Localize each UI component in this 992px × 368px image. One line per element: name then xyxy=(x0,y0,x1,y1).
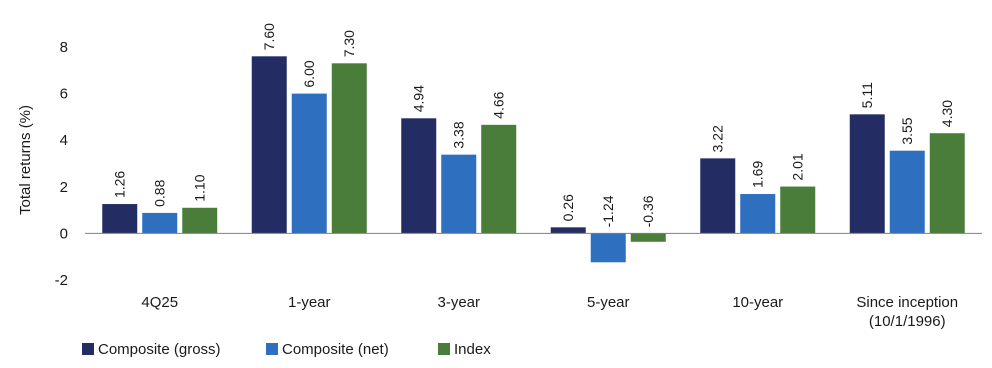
bar xyxy=(401,118,437,234)
bar xyxy=(251,56,287,234)
data-label: 3.55 xyxy=(899,117,915,144)
data-label: 1.26 xyxy=(112,171,128,198)
legend: Composite (gross) Composite (net) Index xyxy=(82,341,491,358)
category-label: Since inception xyxy=(856,294,958,311)
category-label: (10/1/1996) xyxy=(869,313,946,330)
bars xyxy=(102,56,965,263)
y-tick-label: 2 xyxy=(60,179,68,196)
data-label: 4.94 xyxy=(411,85,427,112)
category-label: 1-year xyxy=(288,294,331,311)
data-label: -0.36 xyxy=(640,195,656,227)
data-label: 0.88 xyxy=(152,179,168,206)
category-label: 3-year xyxy=(437,294,480,311)
data-label: 6.00 xyxy=(301,60,317,87)
bar xyxy=(740,194,776,234)
bar xyxy=(550,227,586,234)
bar xyxy=(889,150,925,234)
y-tick-label: -2 xyxy=(55,272,68,289)
bar xyxy=(780,186,816,234)
data-label: 3.38 xyxy=(451,121,467,148)
bar xyxy=(102,204,138,234)
y-tick-label: 0 xyxy=(60,225,68,242)
bar xyxy=(481,124,517,234)
data-label: 3.22 xyxy=(710,125,726,152)
data-label: 1.10 xyxy=(192,174,208,201)
bar xyxy=(849,114,885,234)
category-label: 10-year xyxy=(732,294,783,311)
category-label: 5-year xyxy=(587,294,630,311)
legend-swatch xyxy=(82,343,94,355)
data-label: 7.60 xyxy=(261,23,277,50)
bar xyxy=(590,233,626,263)
bar xyxy=(929,133,965,234)
category-label: 4Q25 xyxy=(141,294,178,311)
y-tick-label: 6 xyxy=(60,86,68,103)
bar xyxy=(630,233,666,242)
data-label: 4.30 xyxy=(939,100,955,127)
legend-swatch xyxy=(438,343,450,355)
bar xyxy=(142,212,178,234)
legend-swatch xyxy=(266,343,278,355)
data-label: 5.11 xyxy=(859,82,875,108)
data-label: 2.01 xyxy=(790,153,806,180)
y-tick-label: 8 xyxy=(60,39,68,56)
legend-label: Composite (net) xyxy=(282,341,389,358)
y-axis-ticks: -2 0 2 4 6 8 xyxy=(55,39,68,289)
data-labels: 1.26 0.88 1.10 7.60 6.00 7.30 4.94 3.38 4.66 0.26… xyxy=(112,23,956,228)
y-tick-label: 4 xyxy=(60,132,68,149)
category-labels: 4Q25 1-year 3-year 5-year 10-year Since incep… xyxy=(141,294,958,330)
bar xyxy=(182,207,218,234)
bar xyxy=(441,154,477,234)
y-axis-label: Total returns (%) xyxy=(17,105,34,215)
bar xyxy=(700,158,736,234)
legend-label: Composite (gross) xyxy=(98,341,221,358)
bar xyxy=(291,93,327,234)
data-label: 0.26 xyxy=(560,194,576,221)
bar xyxy=(331,63,367,234)
data-label: 4.66 xyxy=(491,91,507,118)
data-label: 1.69 xyxy=(750,161,766,188)
data-label: -1.24 xyxy=(600,195,616,227)
legend-label: Index xyxy=(454,341,491,358)
data-label: 7.30 xyxy=(341,30,357,57)
